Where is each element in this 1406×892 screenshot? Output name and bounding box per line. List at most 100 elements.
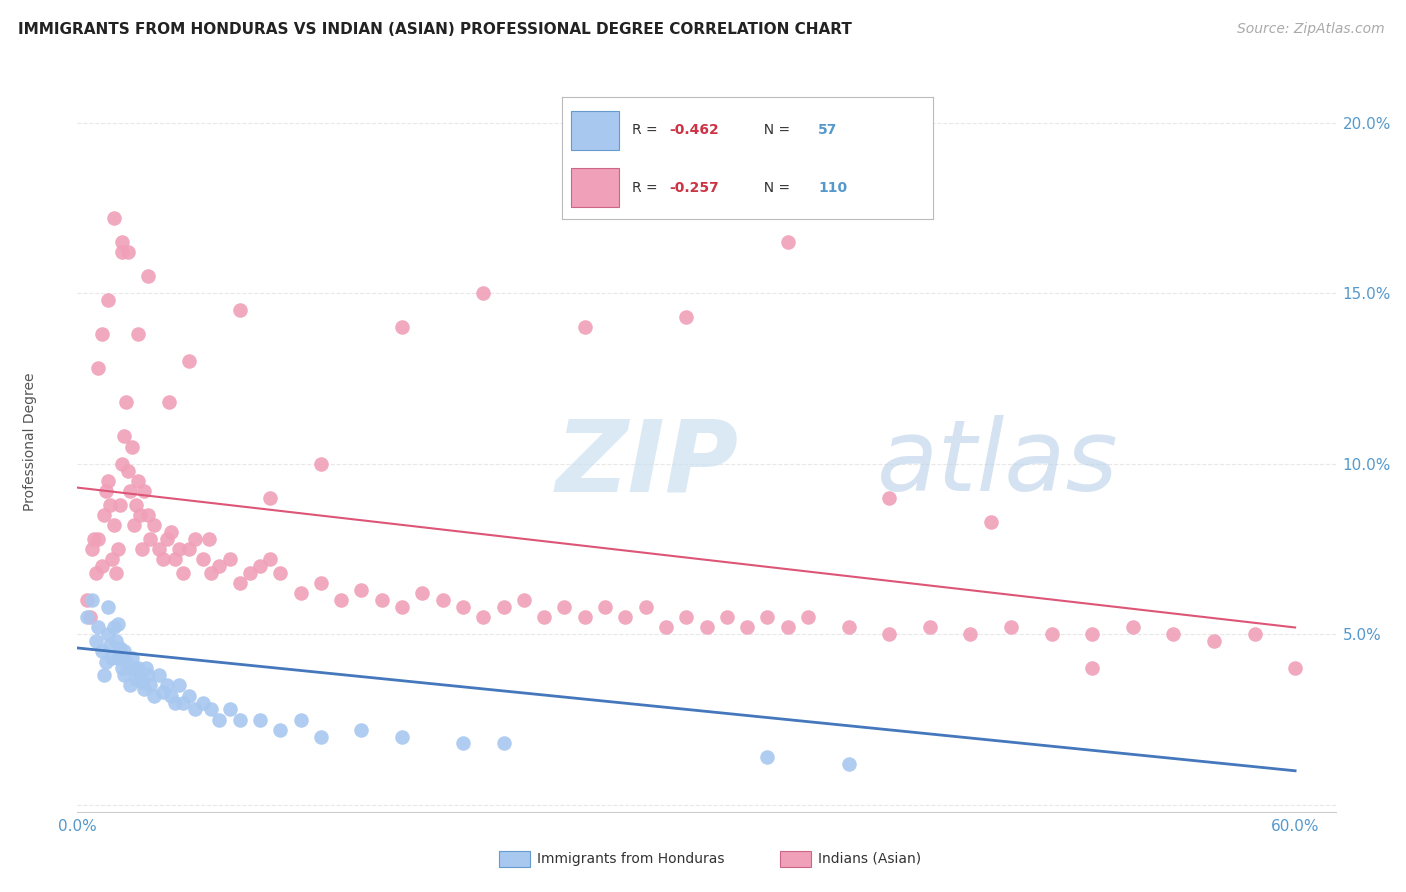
Point bbox=[838, 756, 860, 771]
Point bbox=[309, 730, 332, 744]
Point bbox=[86, 620, 108, 634]
Text: IMMIGRANTS FROM HONDURAS VS INDIAN (ASIAN) PROFESSIONAL DEGREE CORRELATION CHART: IMMIGRANTS FROM HONDURAS VS INDIAN (ASIA… bbox=[18, 22, 852, 37]
Point bbox=[198, 532, 221, 546]
Point bbox=[451, 737, 474, 751]
Point bbox=[79, 610, 101, 624]
Point bbox=[122, 518, 145, 533]
Point bbox=[184, 532, 207, 546]
Point bbox=[97, 627, 120, 641]
Point bbox=[115, 655, 138, 669]
Point bbox=[553, 600, 575, 615]
Point bbox=[83, 532, 105, 546]
Point bbox=[1081, 627, 1104, 641]
Point bbox=[1243, 627, 1265, 641]
Point bbox=[249, 713, 271, 727]
Point bbox=[86, 532, 108, 546]
Point bbox=[472, 286, 495, 301]
Point bbox=[94, 483, 117, 498]
Point bbox=[111, 661, 134, 675]
Point bbox=[163, 696, 186, 710]
Point bbox=[152, 552, 174, 566]
Point bbox=[111, 245, 134, 260]
Point bbox=[125, 672, 148, 686]
Point bbox=[84, 634, 107, 648]
Point bbox=[107, 541, 129, 556]
Point bbox=[125, 498, 148, 512]
Point bbox=[451, 600, 474, 615]
Point bbox=[103, 518, 125, 533]
Point bbox=[200, 566, 222, 580]
Point bbox=[472, 610, 495, 624]
Point bbox=[120, 483, 142, 498]
Point bbox=[239, 566, 262, 580]
Point bbox=[94, 655, 117, 669]
Point bbox=[696, 620, 718, 634]
Point bbox=[391, 320, 413, 334]
Point bbox=[492, 600, 515, 615]
Point bbox=[249, 559, 271, 574]
Point bbox=[228, 303, 250, 318]
Point bbox=[121, 651, 143, 665]
Point bbox=[117, 245, 139, 260]
Point bbox=[112, 429, 135, 443]
Point bbox=[127, 327, 149, 342]
Point bbox=[208, 713, 231, 727]
Point bbox=[131, 541, 153, 556]
Point bbox=[138, 268, 160, 283]
Point bbox=[121, 440, 143, 454]
Point bbox=[184, 702, 207, 716]
Text: Immigrants from Honduras: Immigrants from Honduras bbox=[537, 852, 724, 866]
Point bbox=[1000, 620, 1022, 634]
Point bbox=[117, 661, 139, 675]
Point bbox=[290, 586, 312, 600]
Point bbox=[1163, 627, 1185, 641]
Point bbox=[218, 702, 240, 716]
Point bbox=[877, 491, 900, 505]
Point bbox=[172, 696, 194, 710]
Point bbox=[134, 483, 156, 498]
Point bbox=[107, 617, 129, 632]
Point bbox=[675, 310, 697, 324]
Point bbox=[1122, 620, 1144, 634]
Point bbox=[143, 689, 166, 703]
Point bbox=[138, 508, 160, 522]
Point bbox=[103, 620, 125, 634]
Point bbox=[776, 235, 799, 249]
Point bbox=[135, 661, 157, 675]
Point bbox=[159, 689, 181, 703]
Point bbox=[167, 678, 190, 692]
Point bbox=[97, 293, 120, 307]
Point bbox=[101, 552, 124, 566]
Point bbox=[411, 586, 433, 600]
Point bbox=[139, 678, 162, 692]
Point bbox=[200, 702, 222, 716]
Point bbox=[371, 593, 394, 607]
Point bbox=[111, 457, 134, 471]
Point bbox=[675, 610, 697, 624]
Point bbox=[228, 713, 250, 727]
Text: atlas: atlas bbox=[876, 416, 1118, 512]
Point bbox=[111, 235, 134, 249]
Point bbox=[86, 361, 108, 376]
Point bbox=[107, 651, 129, 665]
Point bbox=[574, 610, 596, 624]
Point bbox=[1081, 661, 1104, 675]
Point bbox=[152, 685, 174, 699]
Point bbox=[112, 668, 135, 682]
Point bbox=[143, 518, 166, 533]
Point bbox=[330, 593, 353, 607]
Point bbox=[80, 593, 103, 607]
Point bbox=[117, 464, 139, 478]
Point bbox=[177, 689, 200, 703]
Point bbox=[97, 474, 120, 488]
Point bbox=[513, 593, 536, 607]
Text: Indians (Asian): Indians (Asian) bbox=[818, 852, 921, 866]
Point bbox=[156, 532, 179, 546]
Point bbox=[76, 593, 98, 607]
Point bbox=[134, 681, 156, 696]
Point bbox=[269, 566, 291, 580]
Point bbox=[350, 723, 373, 737]
Point bbox=[655, 620, 678, 634]
Point bbox=[129, 668, 152, 682]
Point bbox=[115, 395, 138, 409]
